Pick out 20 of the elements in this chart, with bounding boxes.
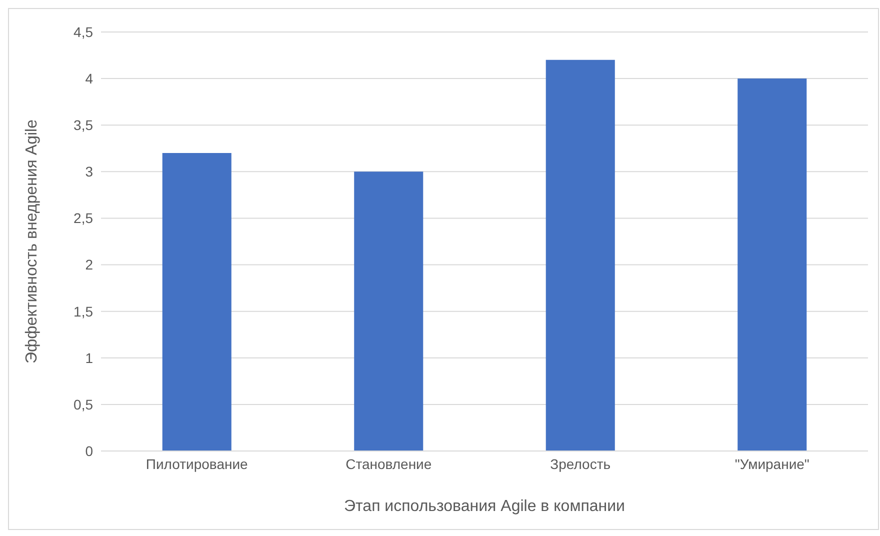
y-tick-label: 2 xyxy=(85,256,94,273)
x-tick-label: Становление xyxy=(346,456,432,472)
y-tick-label: 3,5 xyxy=(74,117,94,134)
bar xyxy=(354,172,424,451)
y-tick-label: 1,5 xyxy=(74,303,94,320)
y-tick-label: 1 xyxy=(85,350,94,366)
y-axis-title: Эффективность внедрения Agile xyxy=(24,119,41,364)
y-tick-label: 3 xyxy=(85,164,94,180)
bar xyxy=(546,60,615,451)
y-tick-label: 0,5 xyxy=(74,396,94,412)
x-axis-title: Этап использования Agile в компании xyxy=(344,498,625,515)
y-tick-label: 2,5 xyxy=(74,210,94,226)
bar xyxy=(738,78,807,451)
x-tick-label: "Умирание" xyxy=(734,456,810,472)
bar xyxy=(162,153,232,451)
y-tick-label: 4 xyxy=(85,70,94,87)
y-tick-label: 4,5 xyxy=(74,24,94,40)
x-tick-label: Зрелость xyxy=(550,456,611,472)
x-tick-label: Пилотирование xyxy=(146,456,248,472)
y-tick-label: 0 xyxy=(85,442,94,459)
